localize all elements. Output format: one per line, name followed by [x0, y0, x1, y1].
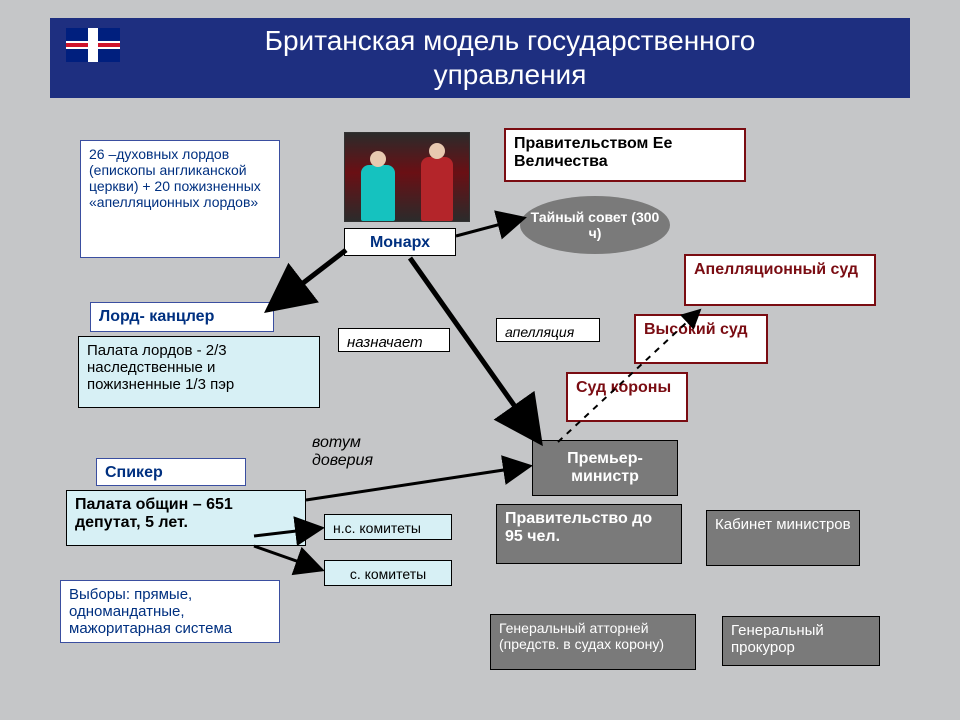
government: Правительство до 95 чел.: [496, 504, 682, 564]
s-committees: с. комитеты: [324, 560, 452, 586]
prosecutor-text: Генеральный прокурор: [731, 622, 824, 656]
header-line2: управления: [434, 59, 587, 90]
appeal-court-text: Апелляционный суд: [694, 261, 858, 278]
government-hm-text: Правительством Ее Величества: [514, 135, 672, 170]
high-court: Высокий суд: [634, 314, 768, 364]
ns-committees-text: н.с. комитеты: [333, 520, 421, 536]
speaker: Спикер: [96, 458, 246, 486]
ns-committees: н.с. комитеты: [324, 514, 452, 540]
monarch-label: Монарх: [344, 228, 456, 256]
monarch-photo: [344, 132, 470, 222]
commons-to-pm: [306, 466, 530, 500]
appeal-label-text: апелляция: [505, 324, 574, 340]
house-of-lords: Палата лордов - 2/3 наследственные и пож…: [78, 336, 320, 408]
government-hm: Правительством Ее Величества: [504, 128, 746, 182]
monarch-text: Монарх: [370, 234, 430, 251]
appeal-label: апелляция: [496, 318, 600, 342]
pm-text: Премьер-министр: [541, 450, 669, 486]
privy-text: Тайный совет (300 ч): [528, 209, 662, 241]
elections-text: Выборы: прямые, одномандатные, мажоритар…: [69, 586, 232, 637]
lords-note: 26 –духовных лордов (епископы англиканск…: [80, 140, 280, 258]
privy-council: Тайный совет (300 ч): [520, 196, 670, 254]
government-text: Правительство до 95 чел.: [505, 510, 652, 545]
monarch-to-lordchan: [268, 250, 346, 310]
house-of-commons: Палата общин – 651 депутат, 5 лет.: [66, 490, 306, 546]
attorney-text: Генеральный атторней (предств. в судах к…: [499, 620, 664, 652]
elections-note: Выборы: прямые, одномандатные, мажоритар…: [60, 580, 280, 643]
cabinet: Кабинет министров: [706, 510, 860, 566]
lord-chancellor-text: Лорд- канцлер: [99, 308, 214, 325]
speaker-text: Спикер: [105, 464, 163, 481]
header-line1: Британская модель государственного: [265, 25, 756, 56]
crown-court: Суд короны: [566, 372, 688, 422]
house-of-lords-text: Палата лордов - 2/3 наследственные и пож…: [87, 342, 234, 393]
lord-chancellor: Лорд- канцлер: [90, 302, 274, 332]
attorney-general: Генеральный атторней (предств. в судах к…: [490, 614, 696, 670]
appoints-text: назначает: [347, 334, 423, 351]
header-banner: Британская модель государственного управ…: [50, 18, 910, 98]
appoints-label: назначает: [338, 328, 450, 352]
appeal-court: Апелляционный суд: [684, 254, 876, 306]
high-court-text: Высокий суд: [644, 321, 748, 338]
votum-label: вотум доверия: [312, 434, 412, 470]
s-committees-text: с. комитеты: [350, 566, 426, 582]
votum-text: вотум доверия: [312, 434, 373, 469]
header-title: Британская модель государственного управ…: [62, 24, 898, 92]
general-prosecutor: Генеральный прокурор: [722, 616, 880, 666]
commons-text: Палата общин – 651 депутат, 5 лет.: [75, 496, 233, 531]
commons-to-s: [254, 546, 322, 570]
prime-minister: Премьер-министр: [532, 440, 678, 496]
crown-court-text: Суд короны: [576, 379, 671, 396]
lords-note-text: 26 –духовных лордов (епископы англиканск…: [89, 146, 261, 210]
cabinet-text: Кабинет министров: [715, 516, 851, 533]
uk-flag-icon: [66, 28, 120, 62]
